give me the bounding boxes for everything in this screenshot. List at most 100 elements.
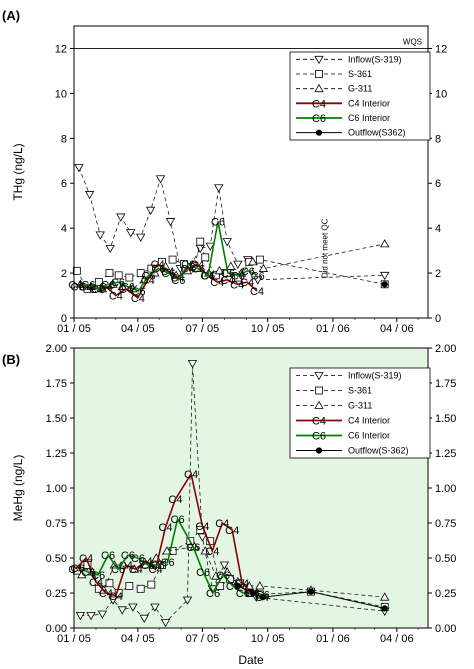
y-tick-label-right: 1.00 xyxy=(435,483,456,495)
data-point xyxy=(165,218,176,227)
y-tick-label-right: 6 xyxy=(435,178,441,190)
data-point: C4 xyxy=(109,291,123,303)
y-tick-label: 0.25 xyxy=(46,588,67,600)
data-point: C4 xyxy=(215,518,229,530)
data-point: C6 xyxy=(81,279,95,291)
data-point xyxy=(380,592,390,601)
axes-frame xyxy=(73,25,429,319)
y-tick-label: 0.75 xyxy=(46,518,67,530)
annotation: Did not meet QC xyxy=(320,218,329,278)
data-point xyxy=(150,603,160,612)
y-tick-label-right: 0.75 xyxy=(435,518,456,530)
x-tick-label: 04 / 06 xyxy=(380,633,414,645)
data-point: C6 xyxy=(191,264,205,276)
data-point xyxy=(234,582,241,590)
data-point: C6 xyxy=(171,275,185,287)
data-point xyxy=(108,596,118,605)
data-point: C4 xyxy=(99,588,113,600)
legend-marker xyxy=(315,447,323,454)
legend-marker: C6 xyxy=(312,431,326,443)
legend-marker xyxy=(314,372,324,381)
y-tick-label: 1.50 xyxy=(46,413,67,425)
legend-marker xyxy=(315,386,323,395)
data-point: C6 xyxy=(216,570,230,582)
data-point: C6 xyxy=(131,553,145,565)
data-point: C4 xyxy=(141,275,155,287)
series-line xyxy=(75,262,258,299)
panel-a: WQSC4C4C4C4C4C4C4C4C4C4C4C4C4C4C4C4C4C4C… xyxy=(2,8,447,335)
data-point xyxy=(105,579,114,588)
data-point: C4 xyxy=(180,264,194,276)
data-point xyxy=(201,253,210,262)
data-point xyxy=(249,589,256,597)
data-point: C4 xyxy=(129,564,143,576)
data-point: C4 xyxy=(205,546,219,558)
legend-box xyxy=(289,367,431,459)
legend-entry: Outflow(S-362) xyxy=(348,446,409,456)
data-point xyxy=(197,533,208,542)
data-point xyxy=(114,271,123,280)
x-tick-label: 01 / 05 xyxy=(57,323,91,335)
legend-entry: G-311 xyxy=(348,401,372,411)
data-point: C6 xyxy=(161,557,175,569)
data-point: C4 xyxy=(210,277,224,289)
legend-box xyxy=(289,51,431,141)
legend-marker: C6 xyxy=(312,113,326,125)
series-5 xyxy=(381,281,388,288)
data-point xyxy=(381,605,388,612)
data-point xyxy=(255,255,264,264)
data-point xyxy=(105,269,114,277)
x-tick-label: 10 / 05 xyxy=(251,323,285,335)
data-point: C6 xyxy=(171,514,185,526)
legend-entry: C4 Interior xyxy=(348,98,390,108)
data-point: C6 xyxy=(132,286,146,298)
y-tick-label: 0.00 xyxy=(46,623,67,635)
legend-marker: C4 xyxy=(312,416,326,428)
legend: Inflow(S-319) S-361 G-311 C4 C4 Interior C6 C6… xyxy=(289,51,431,141)
data-point xyxy=(136,584,145,593)
data-point: C6 xyxy=(141,270,155,282)
legend-marker xyxy=(314,83,324,93)
data-point xyxy=(253,276,263,285)
data-point xyxy=(86,612,96,621)
data-point: C6 xyxy=(101,550,115,562)
data-point: C4 xyxy=(149,564,163,576)
data-point xyxy=(222,238,232,247)
series-line xyxy=(74,471,263,598)
panel-label: (B) xyxy=(2,352,20,367)
data-point: C6 xyxy=(251,270,265,282)
data-point: C4 xyxy=(89,577,103,589)
legend-entry: C6 Interior xyxy=(348,113,390,123)
y-tick-label-right: 0 xyxy=(435,313,441,325)
data-point xyxy=(255,581,265,590)
data-point xyxy=(196,237,205,246)
data-point: C6 xyxy=(151,560,165,572)
legend-entry: S-361 xyxy=(348,69,372,79)
y-tick-label-right: 1.75 xyxy=(435,378,456,390)
data-point xyxy=(125,273,134,282)
data-point: C6 xyxy=(241,266,255,278)
data-point: C4 xyxy=(250,286,264,298)
data-point: C6 xyxy=(161,268,175,280)
wqs-label: WQS xyxy=(403,37,422,46)
data-point: C4 xyxy=(158,522,172,534)
legend-entry: C6 Interior xyxy=(348,431,390,441)
legend-entry: C4 Interior xyxy=(348,416,390,426)
data-point xyxy=(105,244,115,254)
y-tick-label-right: 10 xyxy=(435,88,447,100)
x-tick-label: 07 / 05 xyxy=(186,323,220,335)
data-point xyxy=(380,239,390,248)
data-point: C6 xyxy=(111,277,125,289)
data-point xyxy=(125,582,134,590)
legend-entry: Inflow(S-319) xyxy=(348,54,402,64)
data-point xyxy=(155,175,166,184)
x-tick-label: 04 / 05 xyxy=(121,633,155,645)
data-point: C6 xyxy=(221,268,235,280)
data-point xyxy=(94,278,103,286)
data-point xyxy=(84,191,95,200)
y-tick-label-right: 0.00 xyxy=(435,623,456,635)
legend-entry: Inflow(S-319) xyxy=(348,371,402,381)
data-point: C6 xyxy=(111,564,125,576)
